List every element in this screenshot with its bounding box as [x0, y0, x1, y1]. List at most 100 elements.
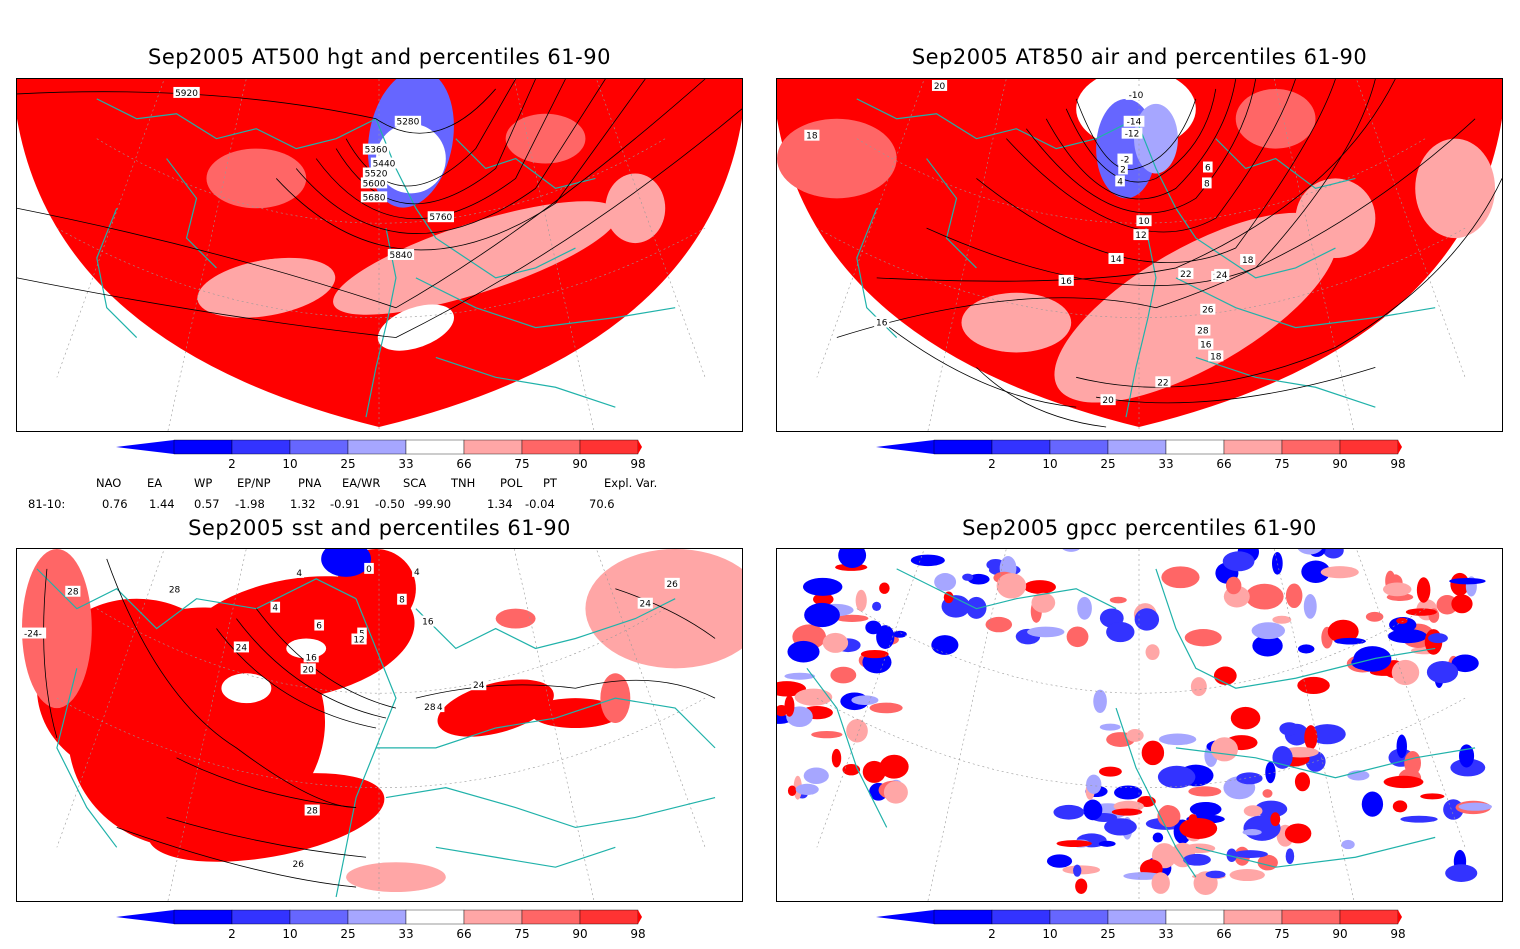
percentile-patch: [1271, 552, 1283, 575]
contour-label: 16: [1198, 338, 1214, 350]
percentile-patch: [1114, 785, 1143, 800]
index-header: WP: [194, 476, 213, 490]
svg-text:18: 18: [1210, 352, 1222, 362]
contour-label: 12: [351, 633, 367, 645]
panel-title-air850: Sep2005 AT850 air and percentiles 61-90: [911, 45, 1368, 69]
index-value: 0.57: [194, 497, 220, 511]
percentile-patch: [865, 620, 882, 635]
percentile-patch: [1405, 608, 1437, 616]
percentile-patch: [1062, 549, 1080, 552]
percentile-patch: [1197, 802, 1217, 814]
percentile-patch: [1387, 629, 1428, 644]
contour-label: 5680: [360, 191, 388, 203]
percentile-patch: [1023, 580, 1056, 594]
percentile-patch: [1294, 772, 1311, 792]
svg-text:16: 16: [1060, 277, 1072, 287]
percentile-patch: [811, 731, 843, 739]
percentile-patch: [996, 573, 1027, 599]
colorbar-tick-label: 75: [1274, 457, 1289, 471]
percentile-patch: [1098, 840, 1116, 847]
percentile-patch: [206, 148, 307, 209]
percentile-patch: [1426, 661, 1459, 684]
index-header: EP/NP: [237, 476, 271, 490]
colorbar-segment: [933, 439, 993, 455]
colorbar-bottom-right: 2 10 25 33 66 75 90 98: [876, 908, 1406, 944]
colorbar-segment: [1339, 439, 1399, 455]
svg-text:5280: 5280: [397, 118, 420, 128]
percentile-patch: [787, 785, 797, 797]
colorbar-segment: [1339, 909, 1399, 925]
contour-label: 20: [1100, 394, 1116, 406]
index-value: -99.90: [414, 497, 452, 511]
colorbar-segment: [991, 439, 1051, 455]
svg-text:-14: -14: [1127, 118, 1142, 128]
contour-label: 6: [314, 619, 324, 632]
svg-text:10: 10: [1138, 217, 1150, 227]
svg-text:5360: 5360: [365, 146, 388, 156]
colorbar-segment: [231, 909, 291, 925]
percentile-patch: [346, 862, 446, 893]
percentile-patch: [804, 602, 840, 628]
index-value: -0.50: [375, 497, 405, 511]
svg-text:6: 6: [1205, 163, 1211, 173]
percentile-patch: [784, 672, 815, 680]
index-value: 0.76: [102, 497, 128, 511]
percentile-patch: [1297, 676, 1330, 694]
colorbar-segment: [347, 909, 407, 925]
graticule: [816, 549, 1466, 901]
colorbar-tick-label: 2: [228, 927, 236, 941]
colorbar-tick-label: 75: [514, 927, 529, 941]
colorbar-segment: [933, 909, 993, 925]
map-gpcc: [776, 548, 1503, 902]
colorbar-bottom-left: 2 10 25 33 66 75 90 98: [116, 908, 646, 944]
percentile-patch: [1284, 823, 1312, 844]
percentile-patch: [1245, 583, 1284, 610]
contour-label: 14: [1108, 253, 1124, 265]
contour-label: 18: [804, 129, 820, 142]
contour-label: 26: [290, 858, 306, 870]
index-header: PNA: [298, 476, 322, 490]
svg-text:14: 14: [1110, 255, 1122, 265]
svg-text:16: 16: [305, 653, 317, 663]
index-value: -0.04: [525, 497, 555, 511]
colorbar-tick-label: 98: [1390, 927, 1405, 941]
svg-text:-24-: -24-: [24, 630, 42, 640]
contour-label: 5440: [370, 157, 398, 169]
percentile-patch: [1053, 804, 1085, 820]
contours: [17, 79, 742, 338]
percentile-patch: [1297, 549, 1323, 555]
panel-title-gpcc: Sep2005 gpcc percentiles 61-90: [962, 516, 1317, 540]
colorbar-segment: [463, 439, 523, 455]
percentile-patch: [1400, 815, 1438, 823]
svg-text:5600: 5600: [363, 179, 386, 189]
percentile-patch: [1161, 566, 1200, 589]
svg-text:28: 28: [306, 807, 318, 817]
map-sst-canvas: 28-24-284048465121620241624242828262624: [17, 549, 742, 901]
colorbar-segment: [1049, 909, 1109, 925]
colorbar-tick-label: 33: [1158, 927, 1173, 941]
contour-label: 2: [1118, 163, 1128, 175]
contours: [836, 79, 1502, 428]
percentile-patch: [1116, 327, 1196, 368]
percentile-patch: [985, 616, 1013, 633]
percentile-patch: [1111, 808, 1143, 816]
colorbar-segment: [231, 439, 291, 455]
percentile-patch: [784, 695, 795, 717]
svg-text:18: 18: [806, 132, 818, 142]
percentile-patch: [1361, 791, 1384, 817]
index-header: Expl. Var.: [604, 476, 658, 490]
contour-label: 5840: [387, 249, 415, 261]
percentile-patch: [1225, 576, 1242, 595]
percentile-patch: [505, 113, 586, 164]
colorbar-tick-label: 90: [572, 457, 587, 471]
contour-label: 22: [1178, 267, 1194, 280]
index-value: 70.6: [589, 497, 615, 511]
percentile-patch: [376, 123, 446, 194]
svg-text:24: 24: [236, 643, 248, 653]
colorbar-tick-label: 2: [988, 457, 996, 471]
percentile-patch: [1272, 746, 1293, 769]
contour-label: 28: [65, 585, 81, 598]
percentile-patch: [1297, 644, 1315, 654]
svg-text:28: 28: [67, 588, 79, 598]
map-domain: [777, 549, 1502, 898]
